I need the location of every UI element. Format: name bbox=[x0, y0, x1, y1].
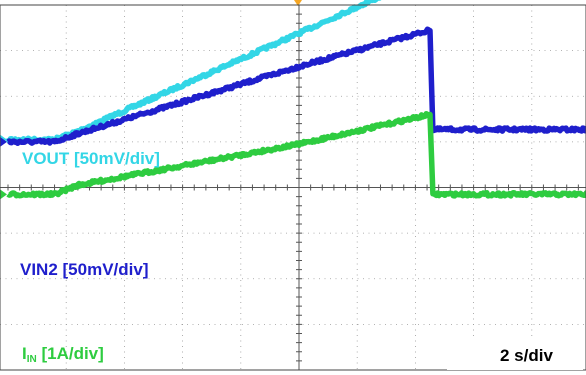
trace-vin2 bbox=[6, 26, 586, 147]
series-label-vout: VOUT [50mV/div] bbox=[22, 149, 160, 168]
trace-iin bbox=[6, 110, 586, 199]
plot-frame bbox=[0, 4, 586, 371]
timebase-box bbox=[447, 337, 583, 370]
iin-label-subscript: IN bbox=[27, 354, 37, 365]
iin-label-main: I bbox=[22, 344, 27, 363]
series-label-vin2: VIN2 [50mV/div] bbox=[20, 260, 149, 279]
waveform-traces bbox=[5, 0, 586, 199]
series-label-iin: IIN [1A/div] bbox=[22, 344, 104, 365]
channel-marker-vin2 bbox=[0, 136, 7, 147]
channel-markers bbox=[0, 0, 302, 200]
iin-label-scale: [1A/div] bbox=[37, 344, 104, 363]
trace-vout bbox=[5, 0, 382, 144]
channel-marker-iin bbox=[0, 189, 7, 200]
trigger-marker bbox=[294, 0, 302, 6]
timebase-label: 2 s/div bbox=[500, 346, 553, 365]
